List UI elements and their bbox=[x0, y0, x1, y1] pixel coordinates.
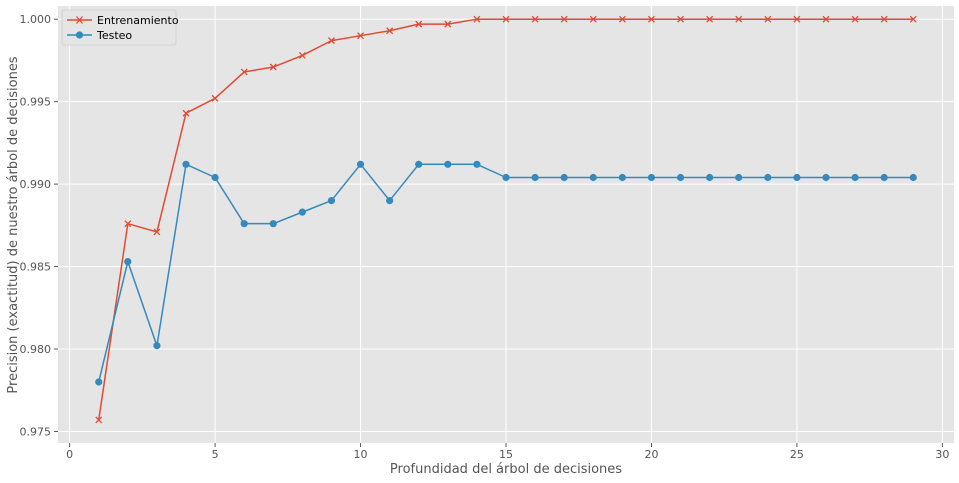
data-point-testeo bbox=[444, 160, 452, 168]
y-tick-label: 1.000 bbox=[20, 13, 52, 26]
data-point-entrenamiento bbox=[589, 15, 597, 23]
data-point-entrenamiento bbox=[880, 15, 888, 23]
data-point-entrenamiento bbox=[502, 15, 510, 23]
data-point-entrenamiento bbox=[618, 15, 626, 23]
data-point-entrenamiento bbox=[706, 15, 714, 23]
data-point-entrenamiento bbox=[909, 15, 917, 23]
data-point-testeo bbox=[124, 258, 132, 266]
data-point-entrenamiento bbox=[95, 416, 103, 424]
data-point-entrenamiento bbox=[240, 68, 248, 76]
data-point-testeo bbox=[589, 173, 597, 182]
data-point-entrenamiento bbox=[793, 15, 801, 23]
x-tick-label: 30 bbox=[935, 448, 949, 461]
x-tick-label: 25 bbox=[790, 448, 804, 461]
data-point-testeo bbox=[269, 220, 277, 228]
data-point-testeo bbox=[706, 173, 714, 182]
data-point-entrenamiento bbox=[677, 15, 685, 23]
y-axis-label: Precision (exactitud) de nuestro árbol d… bbox=[6, 56, 21, 393]
data-point-testeo bbox=[327, 196, 336, 205]
x-tick-label: 0 bbox=[66, 448, 73, 461]
data-point-entrenamiento bbox=[298, 52, 306, 59]
data-point-entrenamiento bbox=[357, 32, 365, 40]
y-tick-label: 0.975 bbox=[20, 425, 52, 438]
y-tick-label: 0.980 bbox=[20, 343, 52, 356]
data-point-entrenamiento bbox=[822, 15, 830, 23]
data-point-testeo bbox=[822, 173, 830, 182]
legend-box bbox=[61, 9, 177, 46]
data-point-entrenamiento bbox=[124, 220, 132, 228]
data-point-testeo bbox=[356, 160, 365, 168]
data-point-testeo bbox=[211, 173, 219, 182]
data-point-entrenamiento bbox=[386, 27, 394, 35]
data-point-testeo bbox=[647, 173, 656, 182]
data-point-testeo bbox=[793, 173, 801, 182]
legend-marker-circle-icon bbox=[75, 31, 84, 39]
data-point-testeo bbox=[676, 173, 685, 182]
data-point-entrenamiento bbox=[764, 15, 772, 23]
data-point-entrenamiento bbox=[182, 109, 190, 117]
x-tick-label: 5 bbox=[212, 448, 219, 461]
data-point-entrenamiento bbox=[735, 15, 743, 23]
data-point-testeo bbox=[473, 160, 481, 168]
y-ticks: 0.975 0.980 0.985 0.990 0.995 1.000 bbox=[20, 13, 58, 438]
data-point-testeo bbox=[153, 342, 161, 350]
data-point-entrenamiento bbox=[851, 15, 859, 23]
x-ticks: 0 5 10 15 20 25 30 bbox=[66, 443, 949, 461]
data-point-entrenamiento bbox=[531, 15, 539, 23]
data-point-testeo bbox=[415, 160, 423, 168]
data-point-entrenamiento bbox=[153, 228, 161, 236]
data-point-entrenamiento bbox=[473, 15, 481, 23]
data-point-testeo bbox=[735, 173, 743, 182]
legend-label-testeo: Testeo bbox=[96, 29, 132, 42]
data-point-testeo bbox=[502, 173, 510, 182]
x-tick-label: 15 bbox=[499, 448, 513, 461]
data-point-testeo bbox=[182, 160, 190, 168]
legend: Entrenamiento Testeo bbox=[61, 9, 179, 46]
x-axis-label: Profundidad del árbol de decisiones bbox=[390, 462, 622, 477]
grid bbox=[58, 6, 954, 443]
data-point-testeo bbox=[764, 173, 772, 182]
y-tick-label: 0.995 bbox=[20, 96, 52, 109]
series-layer bbox=[95, 15, 917, 424]
data-point-entrenamiento bbox=[647, 15, 655, 23]
x-tick-label: 20 bbox=[644, 448, 658, 461]
data-point-testeo bbox=[298, 208, 306, 216]
data-point-entrenamiento bbox=[327, 37, 335, 45]
data-point-testeo bbox=[386, 196, 394, 205]
data-point-testeo bbox=[880, 173, 888, 182]
data-point-testeo bbox=[851, 173, 859, 182]
x-tick-label: 10 bbox=[354, 448, 368, 461]
data-point-testeo bbox=[95, 378, 103, 386]
y-tick-label: 0.990 bbox=[20, 178, 52, 191]
data-point-testeo bbox=[909, 173, 917, 182]
data-point-testeo bbox=[240, 220, 248, 228]
data-point-entrenamiento bbox=[211, 94, 219, 102]
data-point-entrenamiento bbox=[415, 20, 423, 28]
legend-label-entrenamiento: Entrenamiento bbox=[97, 14, 179, 27]
data-point-entrenamiento bbox=[560, 15, 568, 23]
data-point-entrenamiento bbox=[269, 63, 277, 71]
data-point-testeo bbox=[618, 173, 626, 182]
data-point-testeo bbox=[531, 173, 539, 182]
data-point-entrenamiento bbox=[444, 20, 452, 28]
data-point-testeo bbox=[560, 173, 568, 182]
legend-marker-x-icon bbox=[76, 16, 83, 24]
y-tick-label: 0.985 bbox=[20, 261, 52, 274]
